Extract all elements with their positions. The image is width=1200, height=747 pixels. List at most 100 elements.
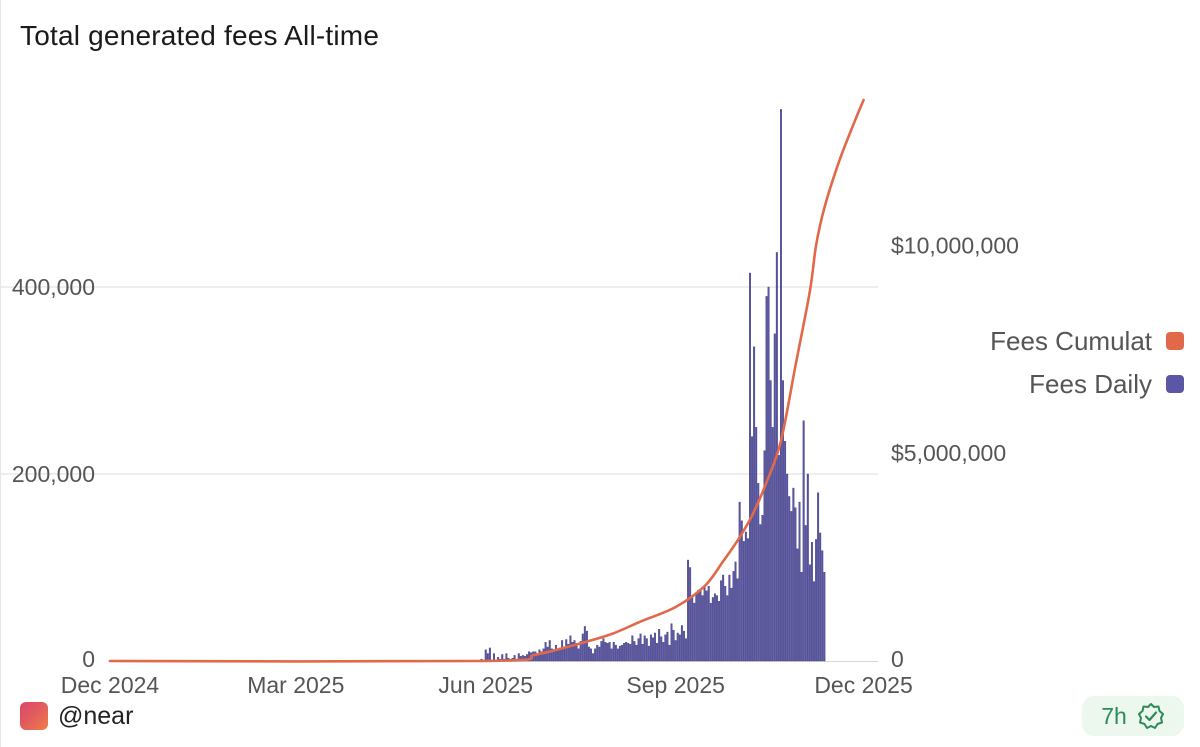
bar-fees-daily — [546, 646, 549, 662]
bar-fees-daily — [637, 638, 640, 662]
bar-fees-daily — [821, 550, 824, 662]
bar-fees-daily — [819, 532, 822, 662]
bar-fees-daily — [720, 580, 723, 662]
card-edge — [0, 0, 1, 747]
y-right-tick-label: $10,000,000 — [891, 232, 1019, 258]
freshness-label: 7h — [1101, 702, 1127, 729]
bar-fees-daily — [666, 631, 669, 662]
bar-fees-daily — [724, 586, 727, 662]
freshness-badge[interactable]: 7h — [1082, 696, 1184, 736]
bar-fees-daily — [575, 643, 578, 662]
bar-fees-daily — [633, 641, 636, 662]
bar-fees-daily — [526, 654, 528, 662]
bar-fees-daily — [612, 642, 615, 662]
bar-fees-daily — [736, 578, 739, 662]
bar-fees-daily — [674, 640, 677, 662]
bar-fees-daily — [540, 651, 543, 662]
bar-fees-daily — [592, 653, 595, 662]
bar-fees-daily — [649, 634, 652, 662]
bar-fees-daily — [804, 525, 807, 662]
line-fees-cumulative — [108, 98, 865, 663]
bar-fees-daily — [709, 602, 712, 662]
bar-fees-daily — [693, 602, 696, 662]
bar-fees-daily — [796, 548, 799, 662]
bar-fees-daily — [550, 648, 553, 662]
bar-fees-daily — [705, 590, 708, 662]
x-tick-label: Dec 2024 — [61, 672, 160, 698]
bar-fees-daily — [627, 643, 630, 662]
bar-fees-daily — [594, 648, 597, 662]
bar-fees-daily — [759, 524, 762, 662]
bar-fees-daily — [757, 483, 760, 662]
bar-fees-daily — [643, 635, 646, 662]
bar-fees-daily — [542, 648, 545, 662]
bar-fees-daily — [631, 635, 634, 662]
bar-fees-daily — [554, 644, 557, 662]
bar-fees-daily — [569, 635, 572, 662]
y-right-tick-label: $5,000,000 — [891, 440, 1006, 466]
bar-fees-daily — [579, 641, 582, 662]
bar-fees-daily — [755, 427, 758, 662]
bar-fees-daily — [585, 630, 588, 662]
author-handle[interactable]: @near — [58, 702, 134, 730]
bar-fees-daily — [722, 574, 725, 662]
x-tick-label: Mar 2025 — [247, 672, 344, 698]
bar-fees-daily — [802, 420, 805, 662]
x-tick-label: Sep 2025 — [626, 672, 724, 698]
bar-fees-daily — [784, 441, 787, 662]
bar-fees-daily — [641, 644, 644, 662]
bar-fees-daily — [654, 632, 656, 662]
bar-fees-daily — [695, 593, 698, 662]
bar-fees-daily — [711, 597, 714, 662]
bar-fees-daily — [742, 541, 745, 662]
bar-fees-daily — [769, 380, 772, 662]
bar-fees-daily — [788, 496, 791, 662]
bar-fees-daily — [792, 487, 795, 662]
bar-fees-daily — [588, 646, 590, 662]
bar-fees-daily — [761, 514, 764, 662]
bar-fees-daily — [571, 642, 574, 662]
bar-fees-daily — [635, 644, 638, 662]
bar-fees-daily — [699, 588, 702, 662]
bar-fees-daily — [738, 501, 741, 662]
bar-fees-daily — [751, 436, 754, 662]
bar-fees-daily — [488, 647, 491, 662]
bar-fees-daily — [565, 639, 568, 662]
legend-label: Fees Daily — [1029, 368, 1152, 399]
near-logo-icon — [20, 702, 48, 730]
bar-fees-daily — [798, 501, 801, 662]
bar-fees-daily — [534, 651, 537, 662]
bar-fees-daily — [652, 637, 654, 662]
bar-fees-daily — [668, 644, 671, 662]
legend-item-fees-daily[interactable]: Fees Daily — [990, 365, 1184, 403]
bar-fees-daily — [810, 542, 813, 662]
legend-item-fees-cumulative[interactable]: Fees Cumulat — [990, 322, 1184, 360]
bar-fees-daily — [610, 648, 613, 662]
bar-fees-daily — [808, 564, 811, 662]
bar-fees-daily — [823, 572, 826, 662]
bar-fees-daily — [647, 645, 650, 662]
bar-fees-daily — [670, 623, 673, 662]
bar-fees-daily — [596, 644, 599, 662]
bar-fees-daily — [662, 642, 665, 662]
fees-cumulative-line — [108, 98, 865, 663]
bar-fees-daily — [678, 634, 681, 662]
bar-fees-daily — [701, 595, 704, 662]
bar-fees-daily — [780, 109, 782, 662]
bar-fees-daily — [625, 642, 628, 662]
bar-fees-daily — [658, 629, 661, 662]
bar-fees-daily — [577, 648, 580, 662]
bar-fees-daily — [682, 630, 685, 662]
legend-label: Fees Cumulat — [990, 325, 1152, 356]
bar-fees-daily — [732, 571, 735, 662]
bar-fees-daily — [645, 638, 648, 662]
bar-fees-daily — [786, 473, 789, 662]
bar-fees-daily — [689, 567, 692, 662]
bar-fees-daily — [623, 643, 626, 662]
bar-fees-daily — [639, 633, 642, 662]
bar-fees-daily — [552, 650, 555, 662]
y-left-tick-label: 400,000 — [12, 274, 95, 300]
bar-fees-daily — [782, 380, 784, 662]
bar-fees-daily — [703, 586, 706, 662]
bar-fees-daily — [680, 625, 683, 662]
